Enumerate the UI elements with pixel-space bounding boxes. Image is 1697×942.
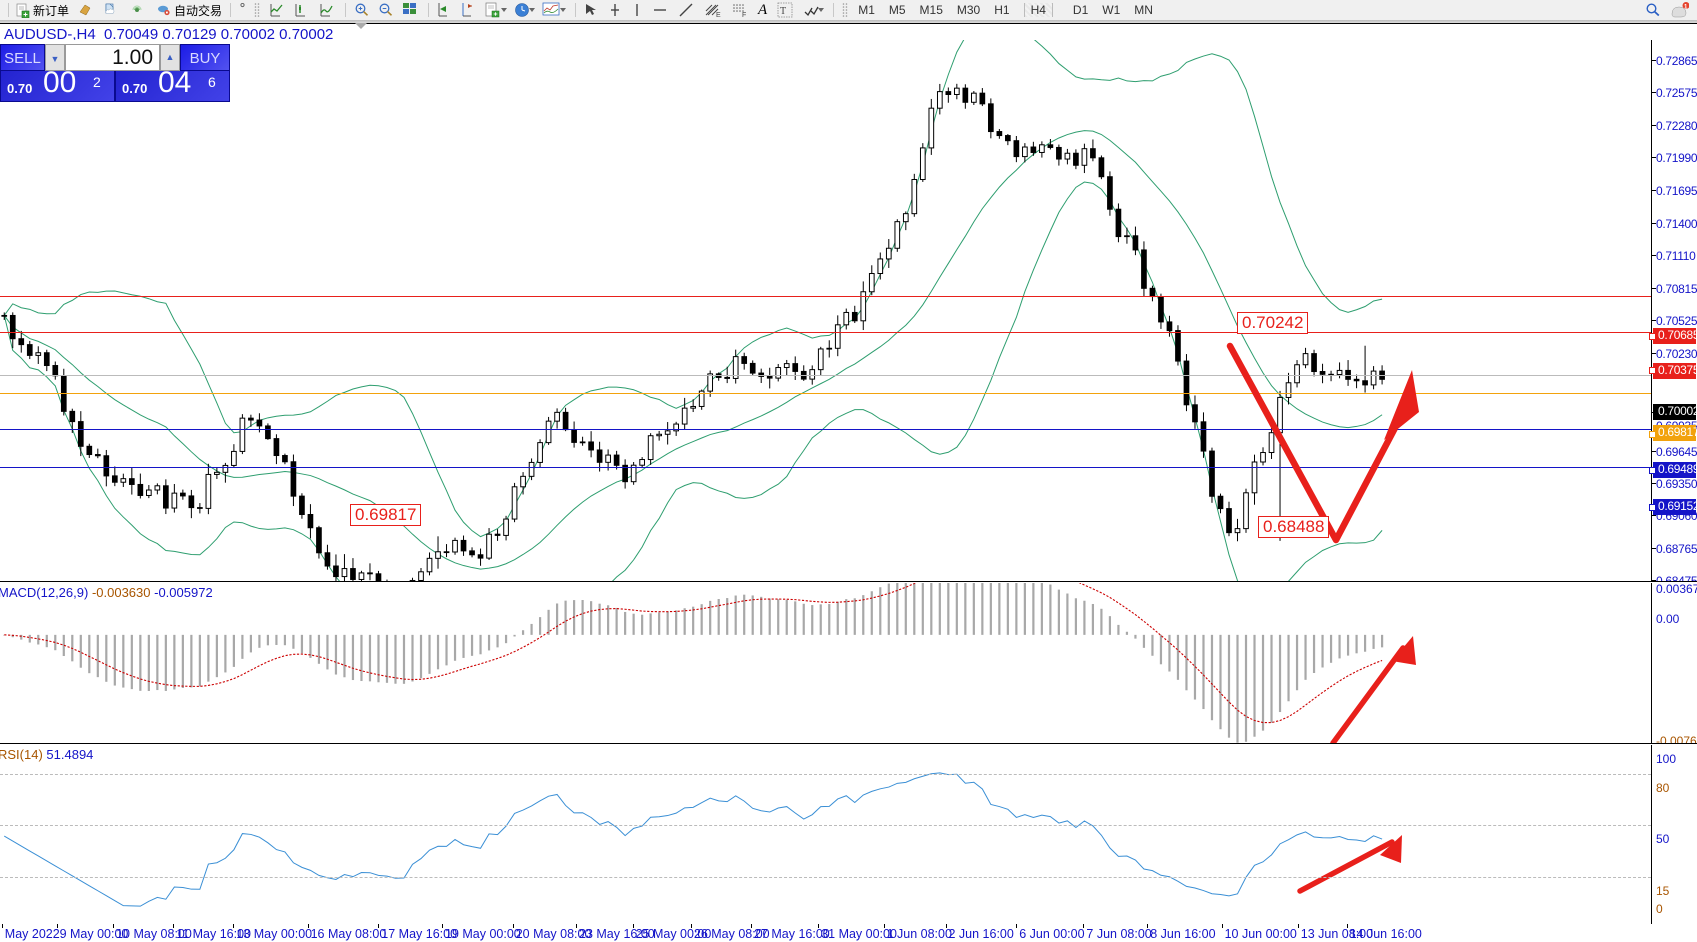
- svg-text:F: F: [742, 12, 746, 17]
- svg-text:T: T: [780, 6, 786, 17]
- svg-text:E: E: [716, 12, 721, 18]
